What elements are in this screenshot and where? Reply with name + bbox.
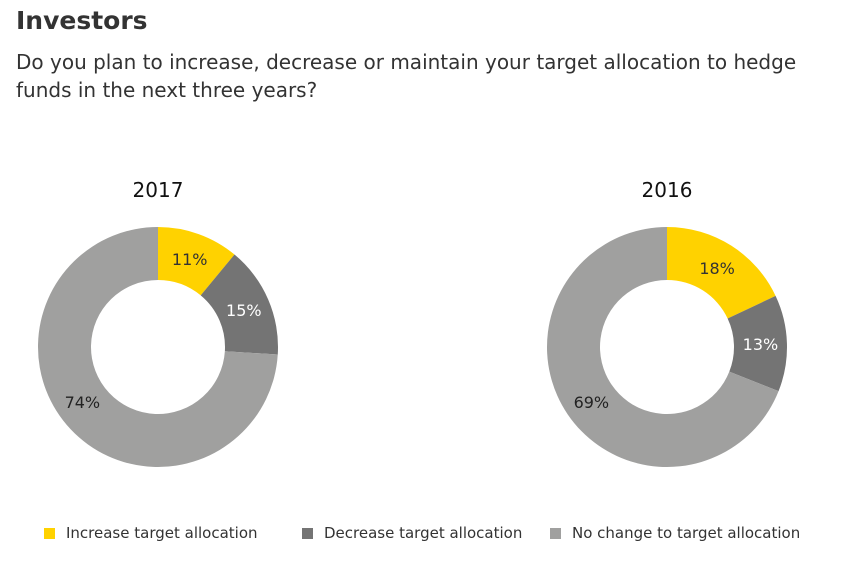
donut-2016-slice-decrease: [727, 295, 787, 392]
legend-label-increase: Increase target allocation: [66, 524, 258, 542]
donut-2017-slice-no-change: [38, 227, 278, 468]
donut-2016-slice-no-change: [547, 227, 779, 468]
donut-2017-slice-increase: [158, 227, 235, 296]
donut-2017-label-no-change: 74%: [65, 393, 101, 412]
legend-swatch-increase: [44, 527, 55, 539]
legend-item-increase: Increase target allocation: [44, 524, 258, 542]
legend-item-no-change: No change to target allocation: [550, 524, 800, 542]
donut-chart-2016: 18% 13% 69%: [547, 227, 787, 468]
legend-item-decrease: Decrease target allocation: [302, 524, 522, 542]
donut-chart-2017: 11% 15% 74%: [38, 227, 278, 468]
donut-2017-label-increase: 11%: [172, 250, 208, 269]
chart-title-2017: 2017: [132, 178, 184, 202]
donut-charts: 11% 15% 74% 18% 13% 69%: [38, 227, 787, 468]
page-title: Investors: [16, 6, 148, 35]
legend-label-decrease: Decrease target allocation: [324, 524, 523, 542]
legend-label-no-change: No change to target allocation: [572, 524, 801, 542]
donut-2016-label-increase: 18%: [699, 259, 735, 278]
donut-2016-slice-increase: [667, 227, 776, 319]
donut-2017-slice-decrease: [200, 254, 278, 355]
legend-swatch-decrease: [302, 527, 313, 539]
chart-legend: Increase target allocation Decrease targ…: [0, 524, 841, 548]
chart-question: Do you plan to increase, decrease or mai…: [16, 50, 797, 102]
donut-2016-label-no-change: 69%: [574, 393, 610, 412]
donut-2016-label-decrease: 13%: [743, 335, 779, 354]
donut-2017-label-decrease: 15%: [226, 301, 262, 320]
legend-swatch-no-change: [550, 527, 561, 539]
chart-title-2016: 2016: [641, 178, 693, 202]
